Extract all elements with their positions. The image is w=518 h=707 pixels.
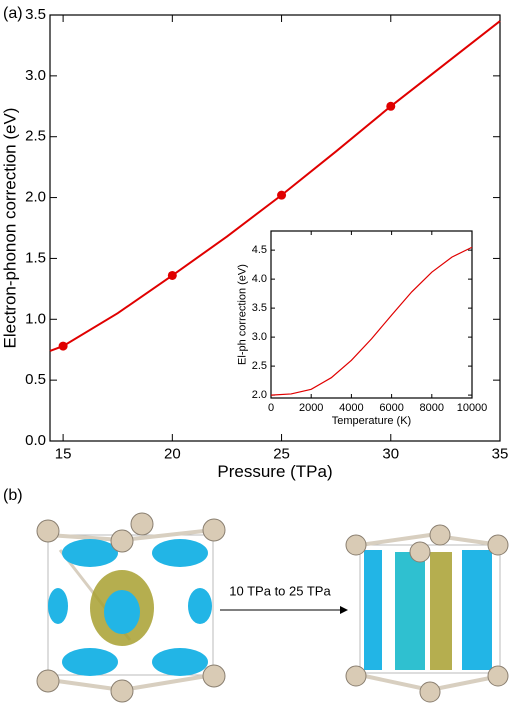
isosurface bbox=[462, 550, 492, 670]
x-tick-label: 30 bbox=[382, 445, 399, 462]
isosurface bbox=[364, 550, 382, 670]
x-tick-label: 2000 bbox=[299, 402, 323, 414]
y-tick-label: 2.5 bbox=[252, 360, 267, 372]
atom bbox=[487, 534, 509, 556]
structure-right bbox=[345, 524, 509, 703]
isosurface bbox=[48, 588, 68, 624]
isosurface bbox=[62, 648, 118, 676]
atom bbox=[419, 681, 441, 703]
y-tick-label: 0.5 bbox=[25, 371, 46, 388]
y-tick-label: 2.0 bbox=[25, 189, 46, 206]
data-point bbox=[386, 101, 396, 111]
x-tick-label: 15 bbox=[55, 445, 72, 462]
x-tick-label: 25 bbox=[273, 445, 290, 462]
x-tick-label: 4000 bbox=[339, 402, 363, 414]
x-tick-label: 0 bbox=[268, 402, 274, 414]
bond bbox=[49, 678, 123, 692]
y-tick-label: 4.5 bbox=[252, 244, 267, 256]
plot-area bbox=[270, 230, 473, 399]
x-tick-label: 35 bbox=[492, 445, 509, 462]
data-point bbox=[277, 190, 287, 200]
x-tick-label: 10000 bbox=[457, 402, 488, 414]
isosurface bbox=[152, 648, 208, 676]
isosurface bbox=[395, 552, 425, 670]
atom bbox=[36, 669, 60, 693]
data-point bbox=[58, 341, 68, 351]
x-axis-label: Pressure (TPa) bbox=[217, 462, 332, 481]
isosurface bbox=[430, 552, 452, 670]
atom bbox=[345, 534, 367, 556]
x-tick-label: 6000 bbox=[379, 402, 403, 414]
isosurface bbox=[152, 539, 208, 567]
x-tick-label: 8000 bbox=[420, 402, 444, 414]
y-axis-label: Electron-phonon correction (eV) bbox=[0, 108, 19, 349]
data-line bbox=[49, 20, 501, 352]
isosurface bbox=[62, 539, 118, 567]
y-tick-label: 3.5 bbox=[25, 6, 46, 23]
panel-label: (b) bbox=[3, 487, 23, 504]
atom bbox=[345, 665, 367, 687]
arrow-label: 10 TPa to 25 TPa bbox=[229, 583, 331, 598]
y-axis-label: El-ph correction (eV) bbox=[236, 264, 248, 365]
cell bbox=[359, 544, 501, 674]
y-tick-label: 3.0 bbox=[25, 67, 46, 84]
atom bbox=[130, 512, 154, 536]
y-tick-label: 4.0 bbox=[252, 273, 267, 285]
atom bbox=[110, 529, 134, 553]
y-tick-label: 0.0 bbox=[25, 432, 46, 449]
bond bbox=[359, 533, 431, 547]
y-tick-label: 2.5 bbox=[25, 128, 46, 145]
x-axis-label: Temperature (K) bbox=[332, 415, 411, 427]
atom bbox=[110, 679, 134, 703]
bond bbox=[121, 528, 214, 542]
y-tick-label: 2.0 bbox=[252, 389, 267, 401]
y-tick-label: 1.0 bbox=[25, 310, 46, 327]
arrow-head bbox=[340, 606, 348, 614]
atom bbox=[409, 541, 431, 563]
y-tick-label: 3.0 bbox=[252, 331, 267, 343]
bond bbox=[121, 673, 214, 692]
data-line bbox=[270, 246, 473, 396]
atom bbox=[202, 518, 226, 542]
structure-left bbox=[36, 512, 226, 703]
data-point bbox=[167, 270, 177, 280]
atom bbox=[36, 519, 60, 543]
atom bbox=[487, 665, 509, 687]
isosurface bbox=[188, 588, 212, 624]
atom bbox=[202, 664, 226, 688]
y-tick-label: 3.5 bbox=[252, 302, 267, 314]
panel-label: (a) bbox=[3, 5, 23, 22]
y-tick-label: 1.5 bbox=[25, 249, 46, 266]
atom bbox=[429, 524, 451, 546]
isosurface bbox=[104, 590, 140, 634]
bond bbox=[47, 533, 123, 542]
bond bbox=[359, 673, 431, 692]
x-tick-label: 20 bbox=[164, 445, 181, 462]
